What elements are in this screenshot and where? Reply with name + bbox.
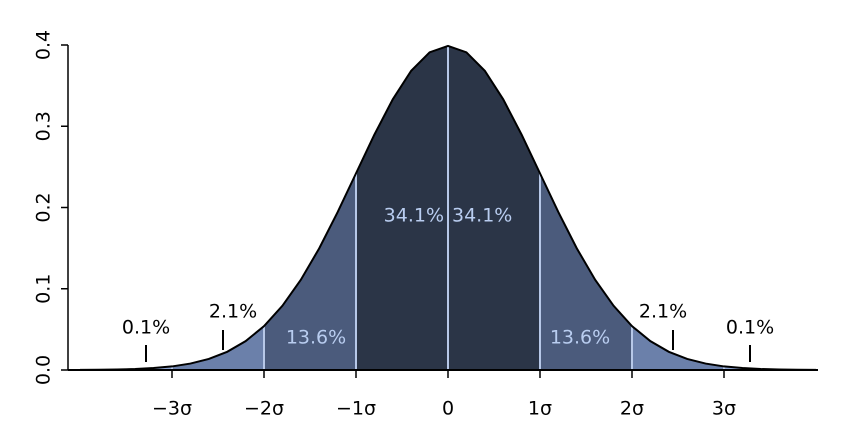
region: [632, 326, 724, 370]
y-tick-label: 0.4: [33, 30, 55, 60]
y-tick-label: 0.0: [33, 355, 55, 385]
x-tick-label: 2σ: [620, 398, 644, 420]
region: [172, 326, 264, 370]
region-label: 13.6%: [286, 327, 346, 349]
density-curve: [79, 44, 817, 371]
x-tick-label: 1σ: [528, 398, 552, 420]
region-label: 2.1%: [639, 301, 687, 323]
region-label: 34.1%: [452, 205, 512, 227]
region-label: 0.1%: [726, 317, 774, 339]
y-tick-label: 0.1: [33, 274, 55, 304]
region-label: 2.1%: [209, 301, 257, 323]
region-label: 0.1%: [122, 317, 170, 339]
region-label: 34.1%: [384, 205, 444, 227]
y-tick-label: 0.3: [33, 111, 55, 141]
x-tick-label: −3σ: [152, 398, 192, 420]
y-tick-label: 0.2: [33, 192, 55, 222]
x-tick-label: 3σ: [712, 398, 736, 420]
x-tick-label: −2σ: [244, 398, 284, 420]
x-tick-label: −1σ: [336, 398, 376, 420]
x-tick-label: 0: [442, 398, 454, 420]
region-label: 13.6%: [550, 327, 610, 349]
